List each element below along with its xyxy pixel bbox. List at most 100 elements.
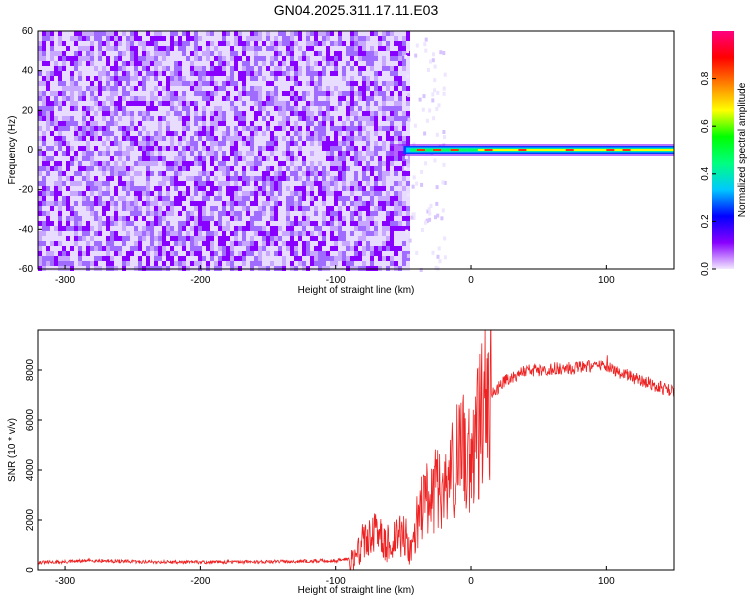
noise-cell: [118, 91, 122, 96]
noise-cell: [318, 51, 322, 56]
noise-cell: [218, 161, 222, 166]
noise-cell: [362, 81, 366, 86]
noise-cell: [230, 166, 234, 171]
noise-cell: [282, 46, 286, 51]
noise-cell: [98, 181, 102, 186]
noise-cell: [86, 56, 90, 61]
noise-cell: [314, 111, 318, 116]
noise-cell: [170, 131, 174, 136]
noise-cell: [298, 86, 302, 91]
noise-cell: [310, 186, 314, 191]
noise-cell: [290, 101, 294, 106]
noise-cell: [266, 116, 270, 121]
noise-cell: [278, 101, 282, 106]
noise-cell: [254, 111, 258, 116]
noise-cell: [250, 151, 254, 156]
noise-cell: [338, 171, 342, 176]
noise-cell: [178, 236, 182, 241]
noise-cell: [218, 256, 222, 261]
noise-cell: [350, 41, 354, 46]
noise-cell: [318, 126, 322, 131]
noise-cell: [346, 71, 350, 76]
noise-cell: [90, 171, 94, 176]
noise-cell: [58, 136, 62, 141]
noise-cell: [38, 121, 42, 126]
noise-cell: [102, 151, 106, 156]
noise-cell: [354, 61, 358, 66]
noise-cell: [278, 41, 282, 46]
noise-cell: [190, 226, 194, 231]
noise-cell: [138, 41, 142, 46]
noise-cell: [46, 51, 50, 56]
noise-cell: [170, 176, 174, 181]
noise-cell: [210, 176, 214, 181]
noise-cell: [230, 51, 234, 56]
noise-cell: [50, 56, 54, 61]
noise-cell: [226, 146, 230, 151]
noise-cell: [122, 86, 126, 91]
noise-cell: [70, 236, 74, 241]
noise-cell: [370, 191, 374, 196]
noise-cell: [134, 51, 138, 56]
noise-cell: [122, 101, 126, 106]
noise-cell: [162, 71, 166, 76]
noise-cell: [358, 196, 362, 201]
noise-cell: [354, 126, 358, 131]
noise-cell: [282, 56, 286, 61]
noise-cell: [286, 41, 290, 46]
noise-cell: [346, 246, 350, 251]
noise-cell: [186, 236, 190, 241]
noise-cell: [186, 101, 190, 106]
noise-cell: [302, 61, 306, 66]
speckle-cell: [441, 208, 445, 213]
noise-cell: [230, 206, 234, 211]
noise-cell: [210, 166, 214, 171]
noise-cell: [370, 161, 374, 166]
noise-cell: [190, 101, 194, 106]
noise-cell: [182, 221, 186, 226]
noise-cell: [170, 156, 174, 161]
noise-cell: [162, 41, 166, 46]
noise-cell: [206, 211, 210, 216]
noise-cell: [38, 171, 42, 176]
noise-cell: [50, 76, 54, 81]
noise-cell: [278, 186, 282, 191]
noise-cell: [286, 186, 290, 191]
noise-cell: [326, 176, 330, 181]
noise-cell: [154, 76, 158, 81]
noise-cell: [274, 231, 278, 236]
noise-cell: [314, 246, 318, 251]
noise-cell: [146, 56, 150, 61]
noise-cell: [254, 226, 258, 231]
noise-cell: [202, 216, 206, 221]
noise-cell: [370, 61, 374, 66]
noise-cell: [158, 106, 162, 111]
noise-cell: [254, 91, 258, 96]
noise-cell: [346, 41, 350, 46]
noise-cell: [202, 236, 206, 241]
noise-cell: [326, 46, 330, 51]
noise-cell: [138, 141, 142, 146]
noise-cell: [66, 121, 70, 126]
noise-cell: [174, 176, 178, 181]
noise-cell: [90, 61, 94, 66]
noise-cell: [130, 166, 134, 171]
noise-cell: [330, 126, 334, 131]
noise-cell: [58, 56, 62, 61]
noise-cell: [290, 241, 294, 246]
noise-cell: [206, 71, 210, 76]
noise-cell: [346, 81, 350, 86]
noise-cell: [198, 261, 202, 266]
noise-cell: [290, 66, 294, 71]
noise-cell: [182, 256, 186, 261]
noise-cell: [54, 101, 58, 106]
noise-cell: [402, 216, 406, 221]
noise-cell: [250, 46, 254, 51]
noise-cell: [350, 221, 354, 226]
noise-cell: [286, 56, 290, 61]
noise-cell: [298, 31, 302, 36]
noise-cell: [350, 161, 354, 166]
noise-cell: [302, 66, 306, 71]
noise-cell: [114, 226, 118, 231]
noise-cell: [286, 66, 290, 71]
